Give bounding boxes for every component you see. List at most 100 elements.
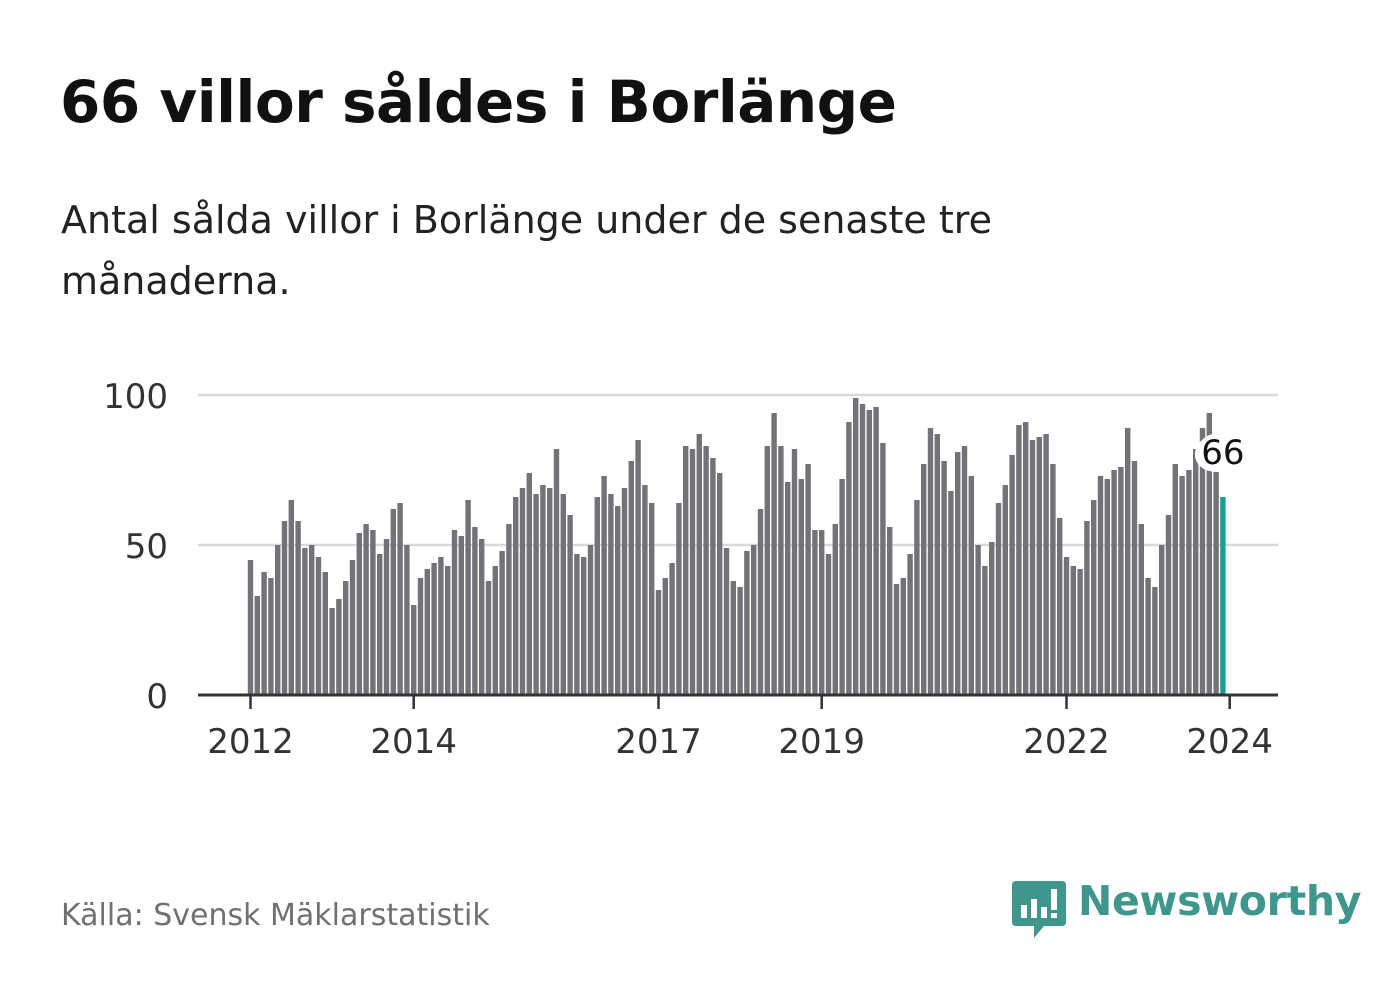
bar — [717, 473, 722, 695]
bar — [438, 557, 443, 695]
bar — [1084, 521, 1089, 695]
y-tick-label: 0 — [146, 677, 168, 717]
bar — [1071, 566, 1076, 695]
bar — [527, 473, 532, 695]
bar — [941, 461, 946, 695]
bar — [608, 494, 613, 695]
bar — [289, 500, 294, 695]
bar — [261, 572, 266, 695]
bar — [370, 530, 375, 695]
bar — [853, 398, 858, 695]
bar — [935, 434, 940, 695]
bar — [459, 536, 464, 695]
data-labels: 66 — [1195, 433, 1249, 473]
bar — [697, 434, 702, 695]
bar — [860, 404, 865, 695]
bar — [255, 596, 260, 695]
bar — [1077, 569, 1082, 695]
bar — [1139, 524, 1144, 695]
bar — [309, 545, 314, 695]
bar — [377, 554, 382, 695]
bar — [928, 428, 933, 695]
bar — [1111, 470, 1116, 695]
bar — [703, 446, 708, 695]
y-tick-label: 100 — [103, 377, 168, 417]
bar — [581, 557, 586, 695]
bar — [418, 578, 423, 695]
bar — [574, 554, 579, 695]
bar — [969, 476, 974, 695]
bar — [479, 539, 484, 695]
bar — [384, 539, 389, 695]
bar — [425, 569, 430, 695]
bar — [982, 566, 987, 695]
bar — [1193, 449, 1198, 695]
bar — [669, 563, 674, 695]
bar — [350, 560, 355, 695]
bar — [275, 545, 280, 695]
bar — [962, 446, 967, 695]
bar — [343, 581, 348, 695]
bar — [588, 545, 593, 695]
bar — [1166, 515, 1171, 695]
bar — [248, 560, 253, 695]
bar — [1125, 428, 1130, 695]
bar — [336, 599, 341, 695]
bar — [690, 449, 695, 695]
bar — [615, 506, 620, 695]
bar — [799, 479, 804, 695]
newsworthy-logo-text[interactable]: Newsworthy — [1078, 877, 1361, 925]
highlight-data-label: 66 — [1201, 433, 1244, 473]
bar — [533, 494, 538, 695]
bar — [506, 524, 511, 695]
y-tick-label: 50 — [125, 527, 168, 567]
bar — [595, 497, 600, 695]
bar — [554, 449, 559, 695]
bar — [826, 554, 831, 695]
bar — [1003, 485, 1008, 695]
bar — [710, 458, 715, 695]
bar — [547, 488, 552, 695]
bar — [1043, 434, 1048, 695]
newsworthy-chart-bubble-icon[interactable] — [1010, 878, 1068, 942]
x-tick-label: 2024 — [1186, 722, 1273, 762]
bar — [663, 578, 668, 695]
bar — [975, 545, 980, 695]
bar — [1030, 440, 1035, 695]
x-tick-label: 2017 — [615, 722, 702, 762]
bar — [302, 548, 307, 695]
bar — [805, 464, 810, 695]
bar — [873, 407, 878, 695]
bar — [737, 587, 742, 695]
x-tick-label: 2022 — [1023, 722, 1110, 762]
bar — [1023, 422, 1028, 695]
bar — [397, 503, 402, 695]
bar — [329, 608, 334, 695]
bar — [792, 449, 797, 695]
bar-chart: 0 50 100 2012 2014 2017 2019 2022 2024 66 — [0, 0, 1382, 860]
bar — [649, 503, 654, 695]
bar — [357, 533, 362, 695]
bar — [404, 545, 409, 695]
bar — [785, 482, 790, 695]
bar — [601, 476, 606, 695]
x-tick-label: 2014 — [370, 722, 457, 762]
source-note: Källa: Svensk Mäklarstatistik — [61, 898, 490, 933]
bar — [914, 500, 919, 695]
bar — [758, 509, 763, 695]
bar — [1179, 476, 1184, 695]
bar — [1037, 437, 1042, 695]
bar — [1057, 518, 1062, 695]
bar — [989, 542, 994, 695]
bar — [295, 521, 300, 695]
bar — [771, 413, 776, 695]
bar — [1213, 455, 1218, 695]
bar — [635, 440, 640, 695]
bar — [411, 605, 416, 695]
bar — [1016, 425, 1021, 695]
bar — [656, 590, 661, 695]
bar — [1091, 500, 1096, 695]
bar — [907, 554, 912, 695]
bar — [629, 461, 634, 695]
bar — [731, 581, 736, 695]
